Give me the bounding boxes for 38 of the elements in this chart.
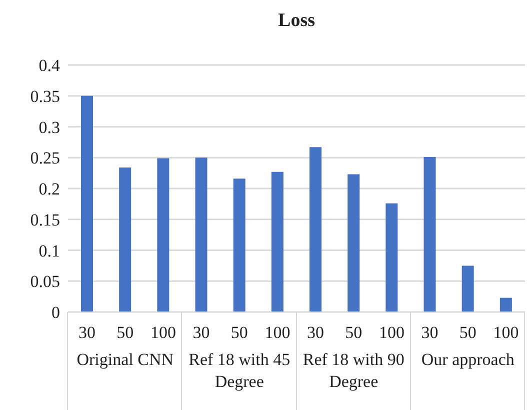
text: Ref 18 with 90 Degree [302,349,406,393]
x-tick-label: 100 [378,323,404,342]
x-tick-label: 100 [150,323,176,342]
bar [500,298,512,312]
bar [386,203,398,312]
text: Original CNN [76,349,175,371]
x-tick-label: 50 [230,323,248,342]
x-tick-label: 100 [264,323,290,342]
x-tick-label: 30 [192,323,210,342]
y-tick-label: 0.25 [30,148,60,168]
y-tick-label: 0.2 [38,180,60,199]
y-tick-label: 0.35 [30,86,60,106]
x-tick-label: 100 [493,323,519,342]
x-tick-label: 30 [307,323,324,342]
bar [81,96,93,312]
y-tick-label: 0 [52,303,60,322]
chart-title: Loss [277,10,316,32]
bar [462,266,474,312]
bar [310,147,322,312]
y-tick-label: 0.15 [30,210,60,230]
bar [424,157,436,312]
y-tick-label: 0.1 [38,241,60,260]
bar [157,158,170,312]
bar [195,158,208,312]
text: Ref 18 with 45 Degree [188,349,292,393]
y-tick-label: 0.05 [30,272,60,292]
x-tick-label: 30 [421,323,438,342]
y-tick-label: 0.3 [38,118,60,137]
bar [271,172,284,312]
bar [119,168,132,312]
x-tick-label: 50 [459,323,476,342]
bar [233,178,246,312]
bar [348,174,360,312]
y-tick-label: 0.4 [38,56,60,76]
x-tick-label: 50 [116,323,134,342]
x-tick-label: 50 [345,323,362,342]
x-tick-label: 30 [78,323,96,342]
text: Our approach [420,349,516,371]
